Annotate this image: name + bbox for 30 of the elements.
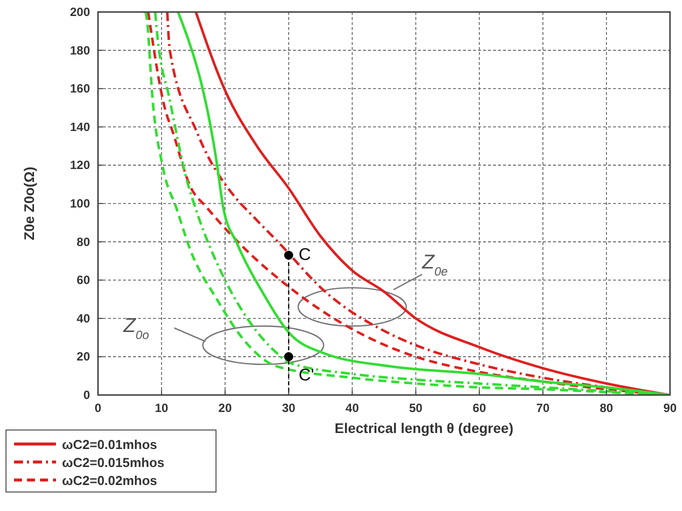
- y-tick-label: 120: [70, 158, 90, 172]
- x-tick-label: 70: [536, 401, 550, 415]
- x-tick-label: 30: [282, 401, 296, 415]
- annotation: C': [298, 366, 314, 385]
- x-tick-label: 60: [472, 401, 486, 415]
- x-tick-label: 90: [663, 401, 677, 415]
- y-tick-label: 80: [76, 234, 90, 249]
- x-axis-title: Electrical length θ (degree): [334, 420, 514, 436]
- y-tick-label: 200: [70, 5, 90, 19]
- y-axis-title: Z0e Z0o(Ω): [21, 166, 37, 240]
- x-tick-label: 20: [218, 401, 232, 415]
- annotation: Z$_{0o}$: [122, 314, 150, 342]
- y-tick-label: 100: [70, 196, 90, 210]
- y-tick-label: 60: [76, 273, 90, 288]
- y-tick-label: 180: [70, 43, 90, 58]
- y-tick-label: 140: [70, 120, 90, 134]
- x-tick-label: 80: [600, 401, 614, 415]
- y-tick-label: 160: [70, 82, 90, 96]
- annotation: C: [298, 245, 311, 264]
- x-tick-label: 50: [409, 401, 423, 415]
- legend-label: ωC2=0.015mhos: [62, 455, 164, 470]
- legend-label: ωC2=0.01mhos: [62, 437, 158, 452]
- y-tick-label: 20: [76, 350, 90, 364]
- y-tick-label: 0: [83, 388, 90, 402]
- y-tick-label: 40: [76, 311, 90, 326]
- x-tick-label: 10: [154, 401, 169, 415]
- x-tick-label: 0: [94, 401, 102, 415]
- legend-label: ωC2=0.02mhos: [62, 473, 158, 488]
- annotation: Z$_{0e}$: [421, 252, 448, 279]
- x-tick-label: 40: [346, 401, 360, 415]
